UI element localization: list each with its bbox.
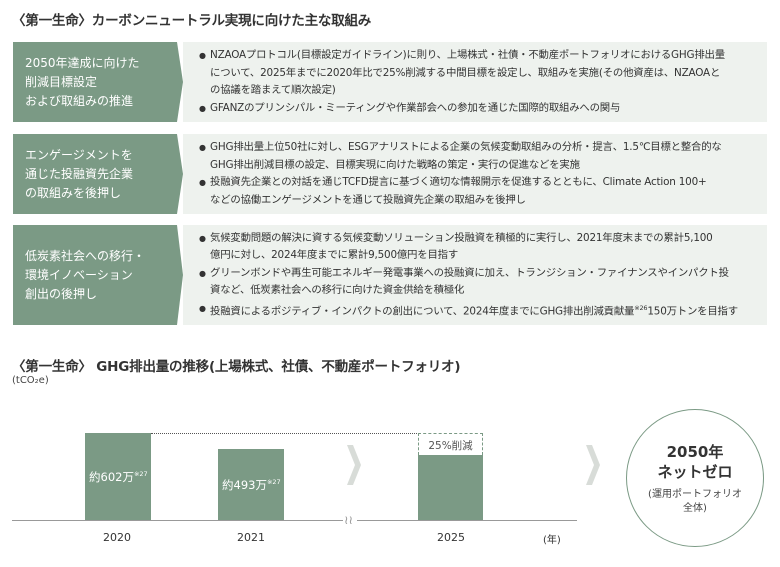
x-axis-unit-label: (年) (543, 535, 561, 546)
bullet-line: の協議を踏まえて順次設定) (210, 84, 336, 96)
bullet-line: などの協働エンゲージメントを通じて投融資先企業の取組みを後押し (210, 193, 526, 206)
row-body: 気候変動問題の解決に資する気候変動ソリューション投融資を積極的に実行し、2021… (183, 225, 767, 325)
initiative-row-transition: 低炭素社会への移行・ 環境イノベーション 創出の後押し 気候変動問題の解決に資す… (13, 225, 767, 325)
bullet-line: GFANZのプリンシパル・ミーティングや作業部会への参加を通じた国際的取組みへの… (210, 101, 621, 114)
row-label-line: の取組みを後押し (25, 185, 122, 200)
bullet-text: 150万トンを目指す (647, 304, 738, 317)
section2-title: 〈第一生命〉 GHG排出量の推移(上場株式、社債、不動産ポートフォリオ) (12, 359, 461, 375)
bar-data-label: 約493万※27 (222, 478, 281, 492)
axis-break-gap (343, 513, 357, 527)
section1-title: 〈第一生命〉カーボンニュートラル実現に向けた主な取組み (12, 13, 372, 29)
initiative-row-engagement: エンゲージメントを 通じた投融資先企業 の取組みを後押し GHG排出量上位50社… (13, 134, 767, 214)
bar-data-label: 約602万※27 (89, 470, 148, 484)
net-zero-goal-circle: 2050年 ネットゼロ (運用ポートフォリオ 全体) (626, 409, 764, 547)
bullet-item: グリーンボンドや再生可能エネルギー発電事業への投融資に加え、トランジション・ファ… (199, 265, 757, 300)
row-label: 2050年達成に向けた 削減目標設定 および取組みの推進 (13, 42, 183, 122)
bullet-line: グリーンボンドや再生可能エネルギー発電事業への投融資に加え、トランジション・ファ… (210, 266, 729, 279)
reduction-target-box: 25%削減 (418, 433, 483, 455)
bar-2025 (418, 455, 483, 520)
row-label-line: 低炭素社会への移行・ (25, 248, 146, 263)
row-label: エンゲージメントを 通じた投融資先企業 の取組みを後押し (13, 134, 183, 214)
bullet-line: 資など、低炭素社会への移行に向けた資金供給を積極化 (210, 284, 465, 297)
bullet-line: GHG排出量上位50社に対し、ESGアナリストによる企業の気候変動取組みの分析・… (210, 141, 722, 153)
bullet-item: NZAOAプロトコル(目標設定ガイドライン)に則り、上場株式・社債・不動産ポート… (199, 47, 757, 100)
bullet-line: 億円に対し、2024年度までに累計9,500億円を目指す (210, 249, 459, 262)
goal-title: ネットゼロ (657, 463, 733, 481)
bullet-line: GHG排出削減目標の設定、目標実現に向けた戦略の策定・実行の促進などを実施 (210, 158, 580, 171)
goal-year: 2050年 (666, 443, 724, 461)
bullet-item: GFANZのプリンシパル・ミーティングや作業部会への参加を通じた国際的取組みへの… (199, 100, 757, 118)
bullet-line: 気候変動問題の解決に資する気候変動ソリューション投融資を積極的に実行し、2021… (210, 231, 713, 244)
bullet-item: 投融資によるポジティブ・インパクトの創出について、2024年度までにGHG排出削… (199, 300, 757, 321)
row-label: 低炭素社会への移行・ 環境イノベーション 創出の後押し (13, 225, 183, 325)
reference-dotted-line (151, 433, 419, 434)
x-tick-label: 2020 (103, 531, 131, 544)
footnote-ref: ※26 (634, 303, 648, 312)
axis-break-icon: ≀≀ (344, 513, 353, 527)
chevron-right-icon (347, 445, 361, 485)
bullet-item: GHG排出量上位50社に対し、ESGアナリストによる企業の気候変動取組みの分析・… (199, 139, 757, 174)
initiative-row-targets: 2050年達成に向けた 削減目標設定 および取組みの推進 NZAOAプロトコル(… (13, 42, 767, 122)
goal-scope: 全体) (683, 503, 707, 514)
row-label-line: 環境イノベーション (25, 267, 133, 282)
row-label-line: 通じた投融資先企業 (25, 166, 134, 181)
bullet-text: 投融資によるポジティブ・インパクトの創出について、2024年度までにGHG排出削… (210, 304, 635, 317)
row-label-line: エンゲージメントを (25, 147, 133, 162)
bullet-item: 気候変動問題の解決に資する気候変動ソリューション投融資を積極的に実行し、2021… (199, 230, 757, 265)
row-label-line: 2050年達成に向けた (25, 55, 140, 70)
x-tick-label: 2021 (237, 531, 265, 544)
x-axis-baseline (12, 520, 577, 521)
bullet-line: 投融資によるポジティブ・インパクトの創出について、2024年度までにGHG排出削… (210, 300, 757, 321)
row-body: GHG排出量上位50社に対し、ESGアナリストによる企業の気候変動取組みの分析・… (183, 134, 767, 214)
row-label-line: 創出の後押し (25, 286, 98, 301)
reduction-label: 25%削減 (428, 440, 473, 452)
bar-2021: 約493万※27 (218, 449, 284, 520)
row-label-line: 削減目標設定 (25, 74, 98, 89)
bullet-item: 投融資先企業との対話を通じTCFD提言に基づく適切な情報開示を促進するとともに、… (199, 174, 757, 209)
row-label-line: および取組みの推進 (25, 93, 134, 108)
bar-2020: 約602万※27 (85, 433, 151, 520)
chevron-right-icon (586, 445, 600, 485)
unit-label: (tCO₂e) (12, 375, 49, 386)
bullet-line: 投融資先企業との対話を通じTCFD提言に基づく適切な情報開示を促進するとともに、… (210, 176, 707, 188)
bullet-line: NZAOAプロトコル(目標設定ガイドライン)に則り、上場株式・社債・不動産ポート… (210, 49, 725, 61)
goal-scope: (運用ポートフォリオ (648, 489, 742, 500)
bullet-line: について、2025年までに2020年比で25%削減する中間目標を設定し、取組みを… (210, 66, 721, 79)
x-tick-label: 2025 (437, 531, 465, 544)
row-body: NZAOAプロトコル(目標設定ガイドライン)に則り、上場株式・社債・不動産ポート… (183, 42, 767, 122)
